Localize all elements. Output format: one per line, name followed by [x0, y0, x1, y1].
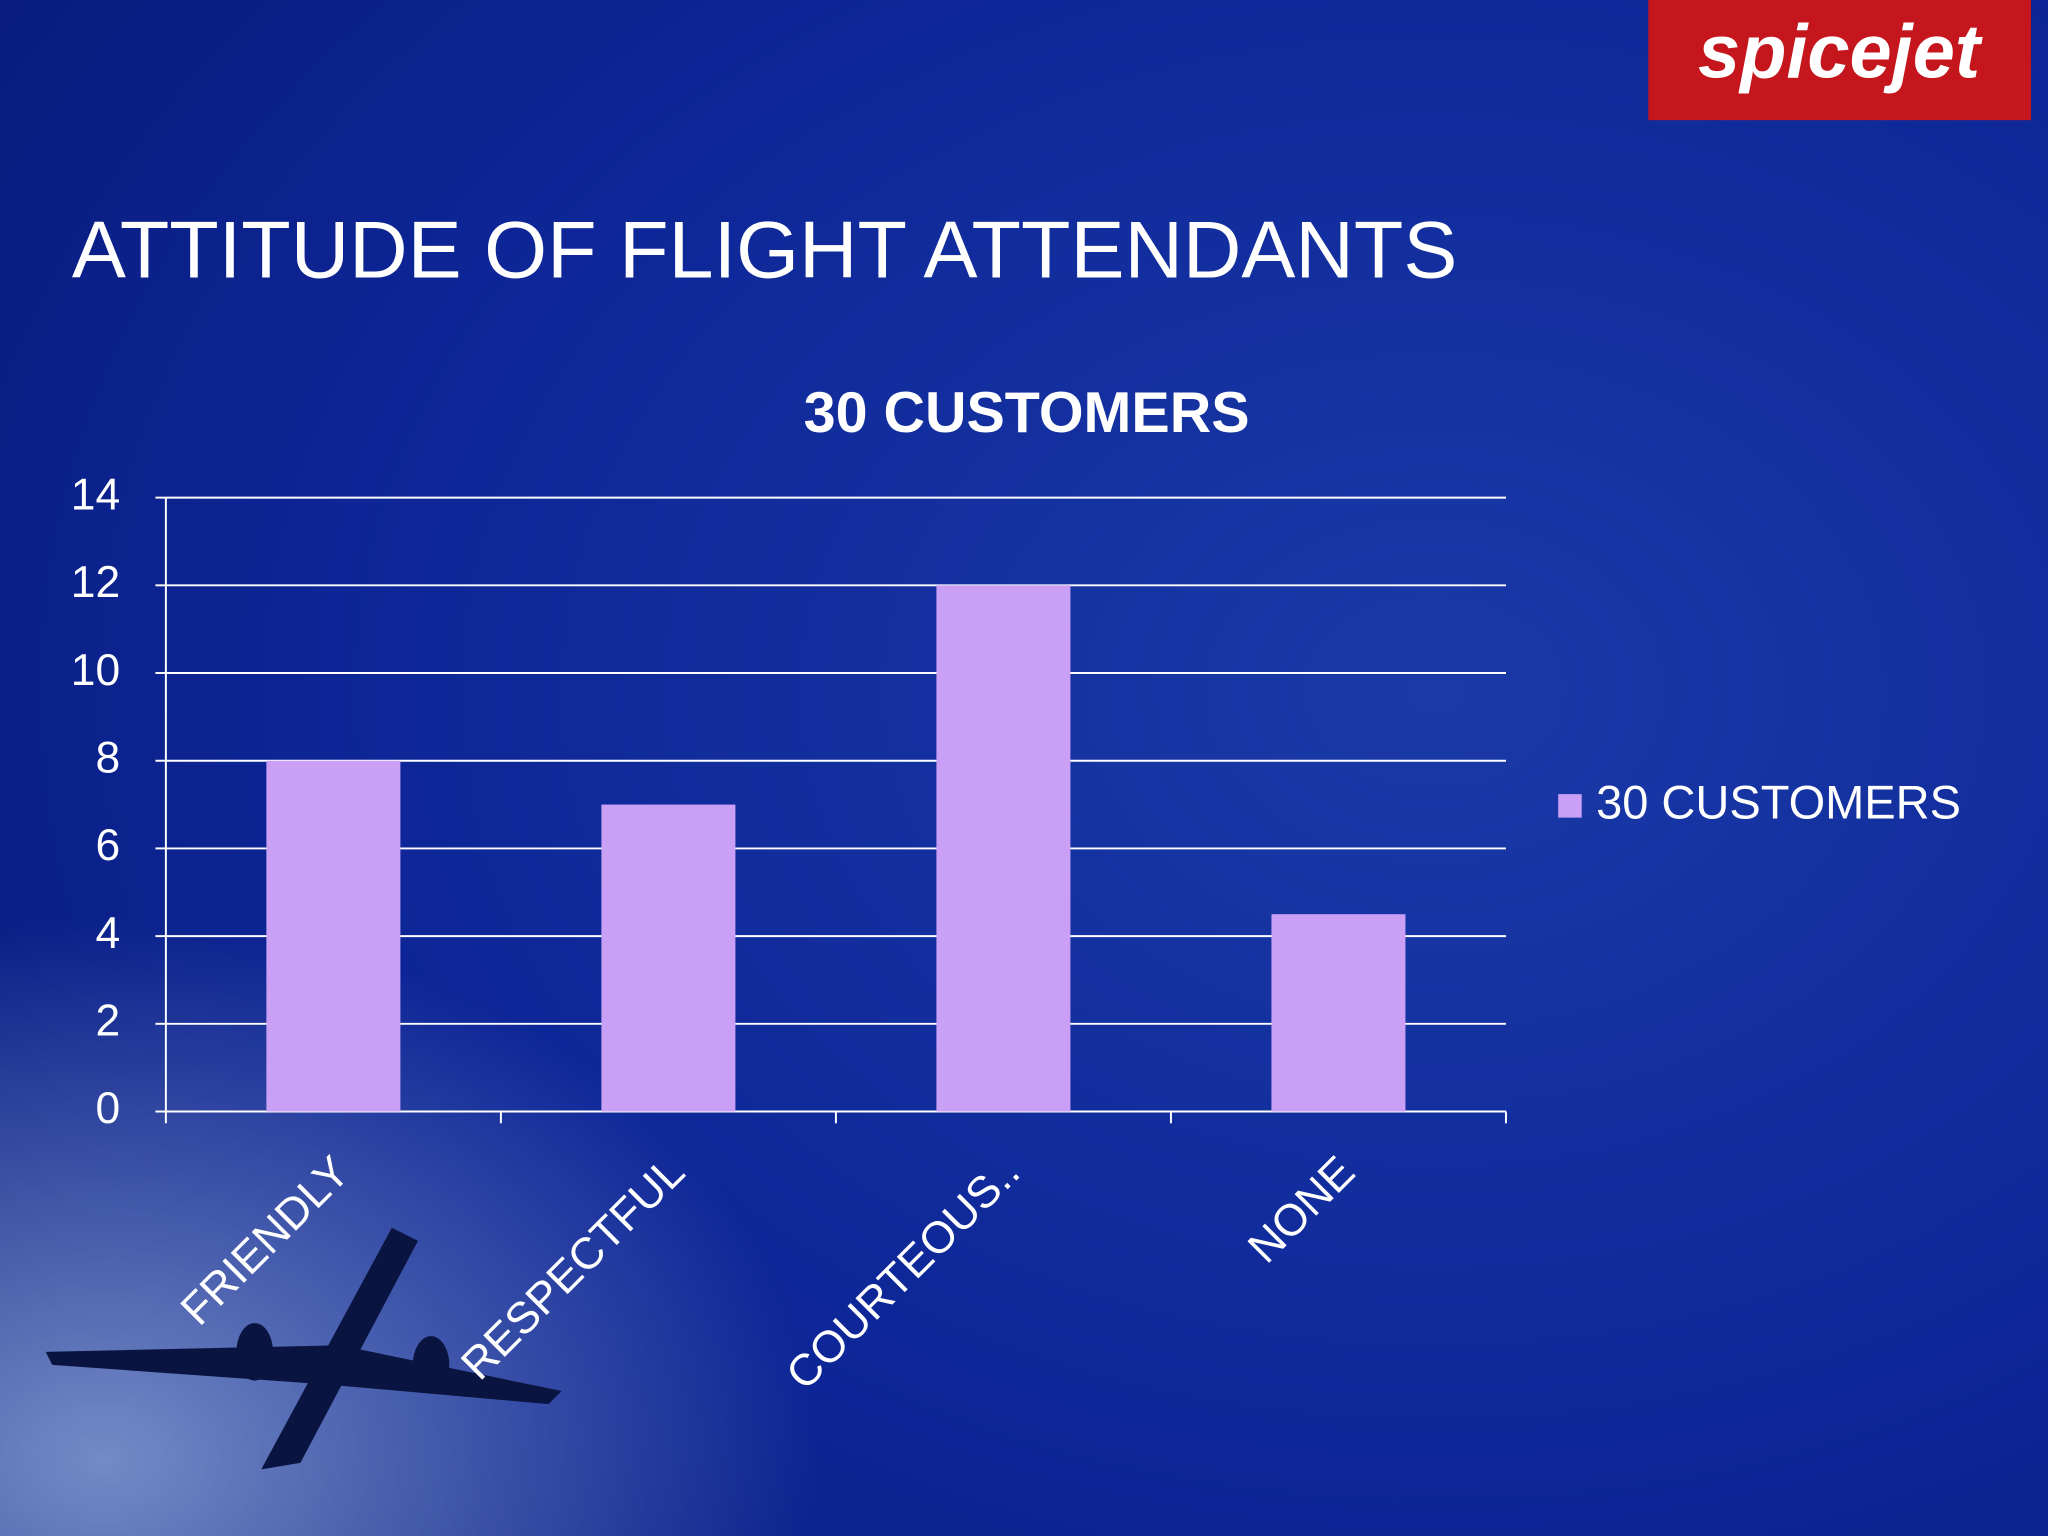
- bar: [601, 804, 736, 1112]
- y-tick-label: 14: [71, 470, 120, 519]
- y-tick-label: 12: [71, 558, 120, 607]
- bar: [1271, 914, 1406, 1112]
- legend-label: 30 CUSTOMERS: [1596, 775, 1961, 828]
- legend-swatch: [1558, 794, 1582, 818]
- y-tick-label: 6: [95, 821, 120, 870]
- y-tick-label: 10: [71, 646, 120, 695]
- bar: [266, 760, 401, 1112]
- airplane: [45, 1227, 562, 1470]
- y-tick-label: 4: [95, 909, 120, 958]
- y-tick-label: 8: [95, 733, 120, 782]
- logo: spicejet: [1698, 9, 1983, 94]
- slide-title: ATTITUDE OF FLIGHT ATTENDANTS: [72, 205, 1458, 295]
- y-tick-label: 2: [95, 997, 120, 1046]
- y-tick-label: 0: [95, 1084, 120, 1133]
- chart-title: 30 CUSTOMERS: [804, 381, 1250, 445]
- logo-box: [1648, 0, 2032, 121]
- bar: [936, 585, 1071, 1112]
